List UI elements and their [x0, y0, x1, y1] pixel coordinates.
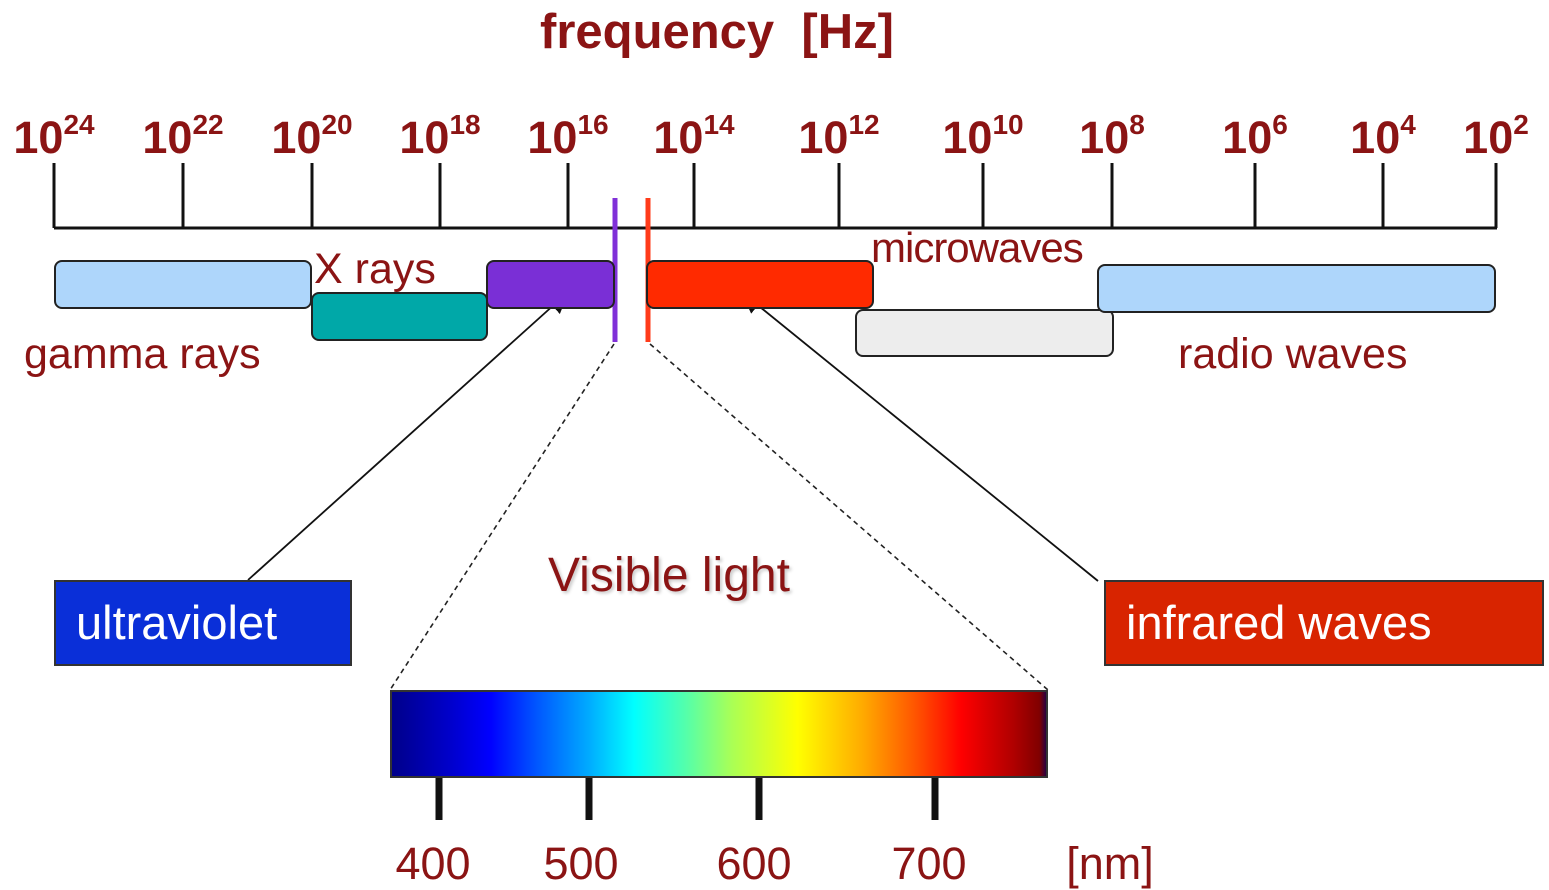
frequency-tick-label-1: 1022: [142, 109, 224, 164]
visible-tick-label-500: 500: [543, 838, 619, 889]
frequency-tick-label-0: 1024: [13, 109, 95, 164]
tick-exponent: 20: [321, 109, 353, 140]
visible-projection-right: [649, 343, 1049, 691]
radio-waves-band: [1097, 264, 1496, 313]
infrared-callout: infrared waves: [1104, 580, 1544, 666]
frequency-tick-label-2: 1020: [271, 109, 353, 164]
visible-tick-label-600: 600: [716, 838, 792, 889]
tick-base: 10: [1079, 112, 1130, 163]
tick-exponent: 16: [577, 109, 609, 140]
tick-base: 10: [142, 112, 193, 163]
tick-base: 10: [1350, 112, 1401, 163]
visible-tick-label-700: 700: [891, 838, 967, 889]
gamma-rays-band: [54, 260, 312, 309]
frequency-tick-label-4: 1016: [527, 109, 609, 164]
tick-exponent: 10: [992, 109, 1024, 140]
tick-exponent: 18: [449, 109, 481, 140]
tick-exponent: 8: [1129, 109, 1145, 140]
tick-exponent: 4: [1400, 109, 1416, 140]
tick-exponent: 24: [63, 109, 95, 140]
infrared-arrow: [741, 291, 1099, 582]
tick-base: 10: [798, 112, 849, 163]
visible-tick-label-400: 400: [395, 838, 471, 889]
tick-base: 10: [942, 112, 993, 163]
microwaves-band: [855, 309, 1114, 357]
microwaves-label: microwaves: [871, 224, 1084, 271]
tick-base: 10: [271, 112, 322, 163]
wavelength-unit-label: [nm]: [1066, 838, 1154, 889]
x-rays-band: [311, 292, 488, 341]
frequency-tick-label-7: 1010: [942, 109, 1024, 164]
x-rays-label: X rays: [314, 245, 436, 293]
infrared-band: [646, 260, 874, 309]
ultraviolet-arrow: [247, 291, 569, 581]
frequency-tick-label-9: 106: [1222, 109, 1288, 164]
visible-tick-marks: [435, 778, 939, 820]
visible-light-title: Visible light: [548, 549, 790, 602]
frequency-tick-label-6: 1012: [798, 109, 880, 164]
frequency-tick-label-10: 104: [1350, 109, 1416, 164]
visible-projection-left: [389, 343, 615, 691]
tick-exponent: 22: [192, 109, 224, 140]
frequency-tick-label-8: 108: [1079, 109, 1145, 164]
frequency-tick-label-11: 102: [1463, 109, 1529, 164]
tick-exponent: 12: [848, 109, 880, 140]
frequency-tick-marks: [52, 163, 1498, 228]
tick-base: 10: [527, 112, 578, 163]
tick-base: 10: [399, 112, 450, 163]
tick-base: 10: [1222, 112, 1273, 163]
frequency-tick-label-5: 1014: [653, 109, 735, 164]
tick-exponent: 6: [1272, 109, 1288, 140]
frequency-tick-label-3: 1018: [399, 109, 481, 164]
visible-spectrum-gradient: [390, 690, 1048, 778]
tick-base: 10: [13, 112, 64, 163]
frequency-axis-title: frequency [Hz]: [540, 5, 894, 59]
tick-base: 10: [1463, 112, 1514, 163]
ultraviolet-callout: ultraviolet: [54, 580, 352, 666]
radio-waves-label: radio waves: [1178, 330, 1408, 378]
tick-exponent: 2: [1513, 109, 1529, 140]
tick-exponent: 14: [703, 109, 735, 140]
tick-base: 10: [653, 112, 704, 163]
gamma-rays-label: gamma rays: [24, 330, 261, 378]
ultraviolet-band: [486, 260, 615, 309]
